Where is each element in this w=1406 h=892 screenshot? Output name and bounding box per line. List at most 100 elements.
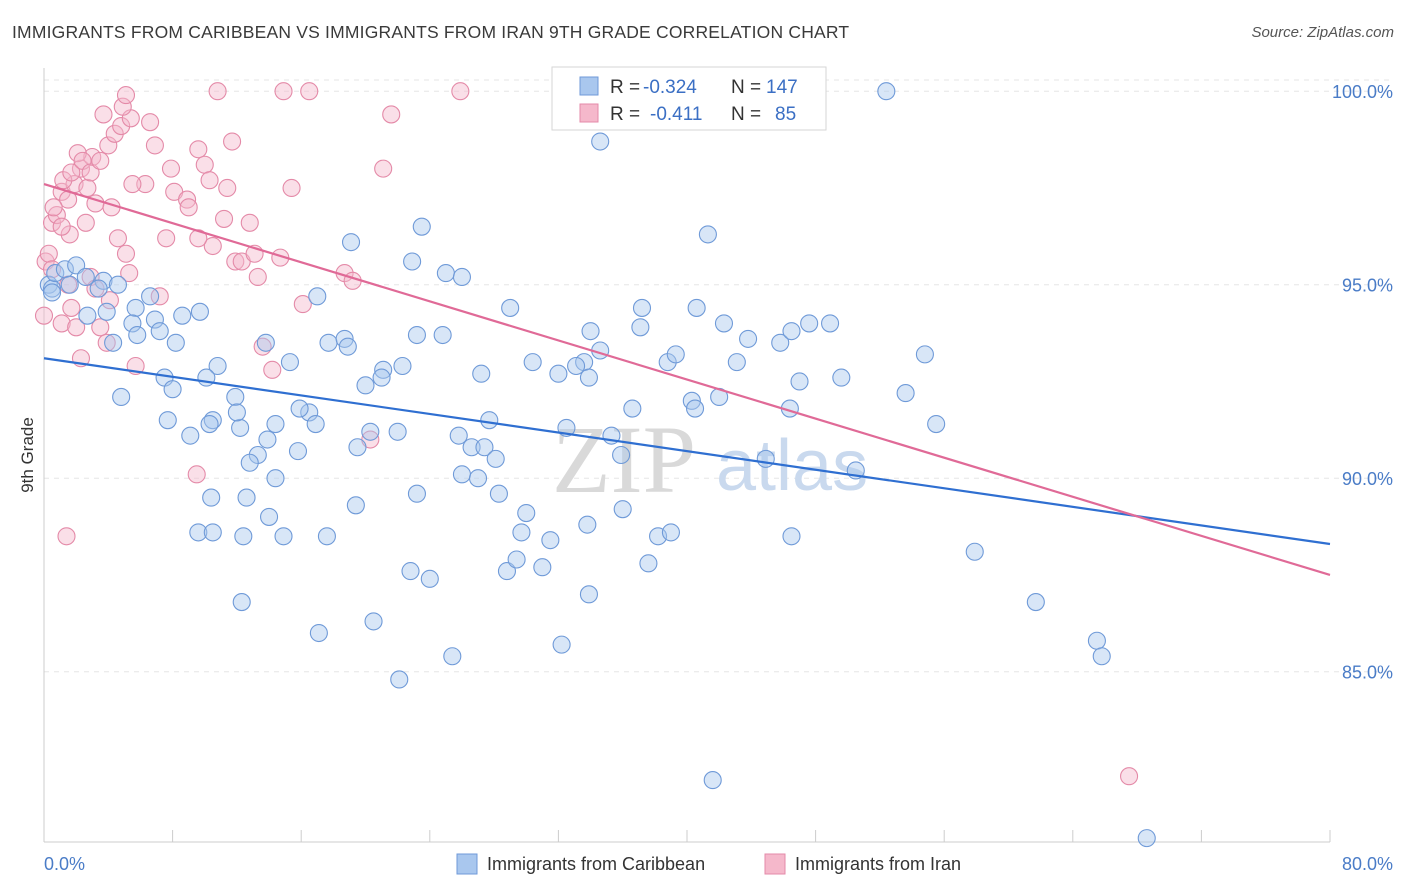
watermark: ZIP atlas xyxy=(552,406,868,513)
data-point xyxy=(190,302,209,321)
data-point xyxy=(661,523,680,542)
data-point xyxy=(99,136,118,155)
data-point xyxy=(60,275,79,294)
data-point xyxy=(187,465,206,484)
data-point xyxy=(293,295,312,314)
data-point xyxy=(501,298,520,317)
bottom-legend-label-caribbean: Immigrants from Caribbean xyxy=(487,854,705,874)
data-point xyxy=(698,225,717,244)
data-point xyxy=(62,298,81,317)
data-point xyxy=(591,132,610,151)
data-point xyxy=(832,368,851,387)
data-point xyxy=(150,287,169,306)
data-point xyxy=(965,542,984,561)
data-point xyxy=(451,82,470,101)
data-point xyxy=(227,403,246,422)
data-point xyxy=(280,353,299,372)
data-point xyxy=(202,488,221,507)
legend-r-label-caribbean: R = xyxy=(610,77,640,98)
data-point xyxy=(157,229,176,248)
legend-n-value-caribbean: 147 xyxy=(766,77,798,98)
data-point xyxy=(52,217,71,236)
data-point xyxy=(240,213,259,232)
data-point xyxy=(666,345,685,364)
y-axis-tick-labels: 85.0% 90.0% 95.0% 100.0% xyxy=(1332,82,1393,682)
y-tick-label: 100.0% xyxy=(1332,82,1393,102)
data-point xyxy=(475,438,494,457)
legend-n-label-caribbean: N = xyxy=(731,77,761,98)
data-point xyxy=(782,322,801,341)
data-point xyxy=(178,190,197,209)
data-point xyxy=(116,244,136,263)
data-point xyxy=(200,171,219,190)
data-point xyxy=(208,356,227,376)
data-point xyxy=(489,484,508,503)
data-point xyxy=(549,364,568,383)
data-point xyxy=(62,163,81,182)
data-point xyxy=(739,329,758,348)
data-point xyxy=(613,500,632,519)
data-point xyxy=(497,562,517,581)
data-point xyxy=(623,399,642,418)
data-point xyxy=(346,496,365,515)
bottom-legend-swatch-iran xyxy=(764,853,786,875)
data-point xyxy=(166,333,185,352)
x-tick-label-max: 80.0% xyxy=(1342,854,1393,874)
data-point xyxy=(685,399,705,418)
data-point xyxy=(1137,829,1156,848)
data-point xyxy=(76,267,95,287)
data-point xyxy=(89,279,108,298)
data-point xyxy=(915,345,934,364)
data-point xyxy=(727,353,746,372)
data-point xyxy=(78,306,97,325)
bottom-legend-label-iran: Immigrants from Iran xyxy=(795,854,961,874)
data-point xyxy=(158,411,177,430)
data-point xyxy=(81,163,100,182)
watermark-zip: ZIP xyxy=(552,406,696,513)
data-point xyxy=(126,298,145,317)
chart-title: IMMIGRANTS FROM CARIBBEAN VS IMMIGRANTS … xyxy=(12,22,850,42)
data-point xyxy=(782,527,801,546)
data-point xyxy=(714,314,734,333)
data-point xyxy=(533,558,552,577)
data-point xyxy=(104,333,123,352)
data-point xyxy=(256,333,275,352)
data-point xyxy=(42,283,62,302)
data-point xyxy=(420,569,439,588)
data-point xyxy=(232,593,251,612)
data-point xyxy=(288,442,308,461)
data-point xyxy=(258,430,277,449)
data-point xyxy=(388,422,407,441)
data-point xyxy=(581,322,600,341)
data-point xyxy=(374,159,393,178)
data-point xyxy=(449,426,468,445)
data-point xyxy=(632,298,652,317)
data-point xyxy=(517,503,536,523)
data-point xyxy=(97,333,116,352)
data-point xyxy=(541,531,560,550)
data-point xyxy=(141,113,160,132)
data-point xyxy=(112,387,131,407)
legend-n-label-iran: N = xyxy=(731,104,761,125)
data-point xyxy=(308,287,327,306)
trend-line-caribbean xyxy=(43,357,1331,546)
data-point xyxy=(145,310,164,329)
x-tick-label-min: 0.0% xyxy=(44,854,85,874)
data-point xyxy=(579,585,598,604)
data-point xyxy=(472,364,491,383)
data-point xyxy=(407,325,426,345)
data-point xyxy=(612,445,631,465)
data-point xyxy=(452,267,472,287)
data-point xyxy=(163,380,182,399)
data-point xyxy=(116,86,136,105)
data-point xyxy=(113,97,132,116)
data-point xyxy=(1120,767,1139,786)
data-point xyxy=(309,623,328,643)
data-point xyxy=(341,233,361,252)
caribbean-points xyxy=(39,82,1156,848)
data-point xyxy=(234,527,253,546)
data-point xyxy=(486,449,505,468)
data-point xyxy=(218,178,237,198)
data-point xyxy=(403,252,422,271)
